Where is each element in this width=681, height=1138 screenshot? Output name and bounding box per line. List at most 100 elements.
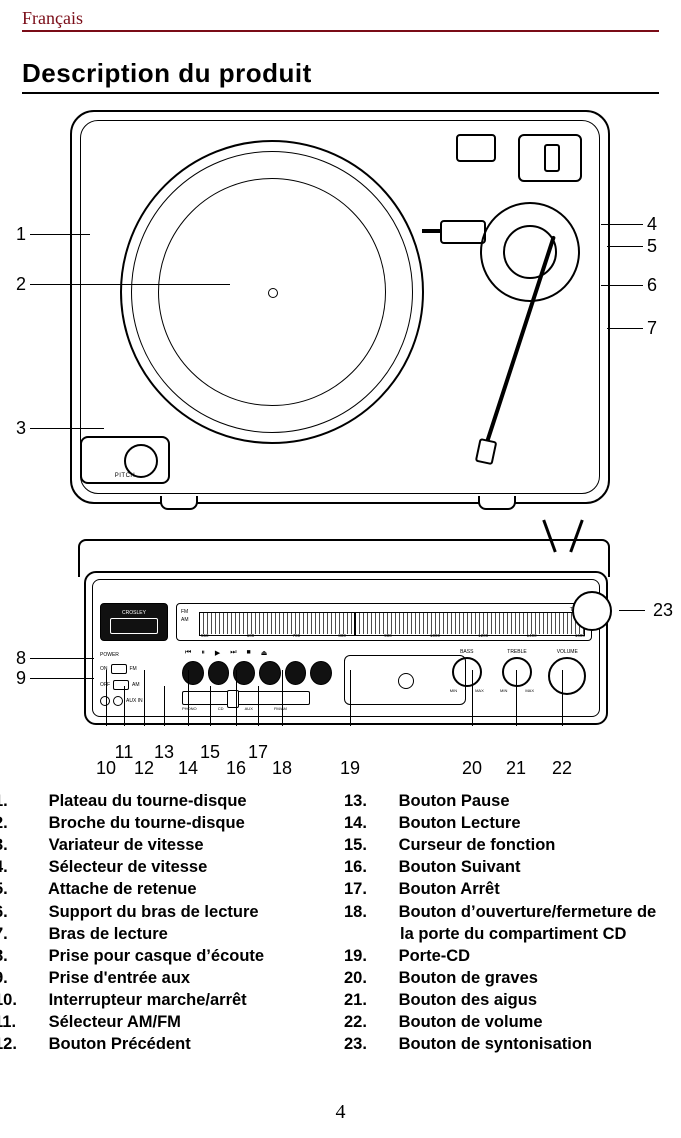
slider-label: PHONO: [182, 706, 197, 711]
legend-item: 11. Sélecteur AM/FM: [22, 1011, 360, 1033]
legend-item: 1. Plateau du tourne-disque: [22, 790, 360, 812]
band-fm: FM: [181, 608, 189, 616]
legend-item-number: 22.: [372, 1011, 394, 1033]
bass-knob: BASS MINMAX: [442, 649, 492, 693]
tonearm-base-icon: [480, 202, 580, 302]
min-label: MIN: [500, 688, 507, 693]
callout-number: 15: [200, 742, 220, 763]
legend-item: 17. Bouton Arrêt: [372, 878, 659, 900]
legend-item: 13. Bouton Pause: [372, 790, 659, 812]
cd-disc-icon: [398, 673, 414, 689]
leader-line: [210, 686, 211, 726]
transport-icons-row: ⏮ ⏸ ▶ ⏭ ■ ⏏: [185, 649, 332, 657]
tuner-numbers: 550 600 700 800 900 1000 1200 1400 1600: [201, 633, 585, 638]
tuner-scale: FM AM TUNER 550 600 700 800 900 1000: [176, 603, 592, 641]
power-label: POWER: [100, 652, 166, 658]
legend-item-text: Sélecteur de vitesse: [49, 858, 208, 876]
transport-buttons: [182, 661, 332, 685]
legend-column-2: 13. Bouton Pause14. Bouton Lecture15. Cu…: [372, 790, 659, 1055]
legend-item: 21. Bouton des aigus: [372, 989, 659, 1011]
turntable-platter: [120, 140, 424, 444]
brand-text: CROSLEY: [122, 610, 146, 616]
callout-number: 1: [16, 224, 26, 245]
legend-item-number: 13.: [372, 790, 394, 812]
legend-item-text: Bouton Précédent: [49, 1035, 191, 1053]
legend-item-text: Sélecteur AM/FM: [49, 1013, 181, 1031]
legend-item-text: Bouton Arrêt: [399, 880, 500, 898]
legend-item: 20. Bouton de graves: [372, 967, 659, 989]
legend-item-number: 21.: [372, 989, 394, 1011]
legend-item-number: 18.: [372, 901, 394, 923]
band-switch-row: OFF AM: [100, 680, 166, 690]
leader-line: [601, 224, 643, 225]
callout-number: 16: [226, 758, 246, 779]
prev-icon: ⏮: [185, 649, 191, 657]
legend-item-text: Bouton Suivant: [399, 858, 521, 876]
leader-line: [106, 670, 107, 726]
knob-icon: [502, 657, 532, 687]
callout-number: 9: [16, 668, 26, 689]
legend-item: 16. Bouton Suivant: [372, 856, 659, 878]
band-switch-icon: [113, 680, 129, 690]
tuner-num: 800: [338, 633, 346, 638]
foot-icon: [478, 496, 516, 510]
legend-item-number: 16.: [372, 856, 394, 878]
arm-rest-icon: [456, 134, 496, 162]
legend-item-text: Bouton de syntonisation: [399, 1035, 592, 1053]
legend-item-number: 1.: [22, 790, 44, 812]
callout-number: 14: [178, 758, 198, 779]
legend-item: 3. Variateur de vitesse: [22, 834, 360, 856]
legend-item: 18. Bouton d’ouverture/fermeture de la p…: [372, 901, 659, 945]
leader-line: [164, 686, 165, 726]
legend-item: 2. Broche du tourne-disque: [22, 812, 360, 834]
legend-item: 6. Support du bras de lecture: [22, 901, 360, 923]
callout-number: 23: [653, 600, 673, 621]
figure-front-panel: CROSLEY FM AM TUNER 550 600: [84, 555, 604, 725]
legend-item-text: Bouton Pause: [399, 792, 510, 810]
slider-handle-icon: [227, 690, 239, 708]
callout-number: 21: [506, 758, 526, 779]
lid-hinge-icon: [548, 519, 578, 553]
power-switch-row: ON FM: [100, 664, 166, 674]
callout-number: 10: [96, 758, 116, 779]
tuning-knob: [572, 591, 612, 631]
legend-item-number: 11.: [22, 1011, 44, 1033]
tuner-ticks-icon: [199, 612, 585, 634]
tuner-num: 1600: [575, 633, 585, 638]
legend-item-text: Bouton de graves: [399, 969, 538, 987]
callout-number: 2: [16, 274, 26, 295]
leader-line: [472, 670, 473, 726]
front-row-2: POWER ON FM OFF AM AUX IN: [100, 649, 592, 709]
foot-icon: [160, 496, 198, 510]
callout-number: 4: [647, 214, 657, 235]
leader-line: [30, 284, 230, 285]
legend-item-number: 5.: [22, 878, 44, 900]
legend-item: 15. Curseur de fonction: [372, 834, 659, 856]
left-controls: POWER ON FM OFF AM AUX IN: [100, 649, 166, 709]
legend-item-number: 17.: [372, 878, 394, 900]
transport-button-icon: [310, 661, 332, 685]
knob-range: MINMAX: [450, 688, 484, 693]
transport-button-icon: [259, 661, 281, 685]
header-language: Français: [22, 8, 83, 29]
legend-item: 7. Bras de lecture: [22, 923, 360, 945]
transport-button-icon: [208, 661, 230, 685]
speed-switch-icon: [544, 144, 560, 172]
brand-display: CROSLEY: [100, 603, 168, 641]
legend-item-text: Prise d'entrée aux: [49, 969, 191, 987]
callout-number: 12: [134, 758, 154, 779]
leader-line: [124, 686, 125, 726]
legend-item-text: Interrupteur marche/arrêt: [49, 991, 247, 1009]
legend-item-number: 7.: [22, 923, 44, 945]
leader-line: [236, 670, 237, 726]
legend-item-number: 10.: [22, 989, 44, 1011]
knob-icon: [548, 657, 586, 695]
treble-knob: TREBLE MINMAX: [492, 649, 542, 693]
transport-controls: ⏮ ⏸ ▶ ⏭ ■ ⏏: [182, 649, 332, 709]
aux-label: AUX IN: [126, 698, 143, 704]
arm-lift-lever-icon: [422, 229, 442, 233]
band-labels: FM AM: [181, 608, 189, 624]
callout-number: 13: [154, 742, 174, 763]
max-label: MAX: [475, 688, 484, 693]
band-am: AM: [181, 616, 189, 624]
